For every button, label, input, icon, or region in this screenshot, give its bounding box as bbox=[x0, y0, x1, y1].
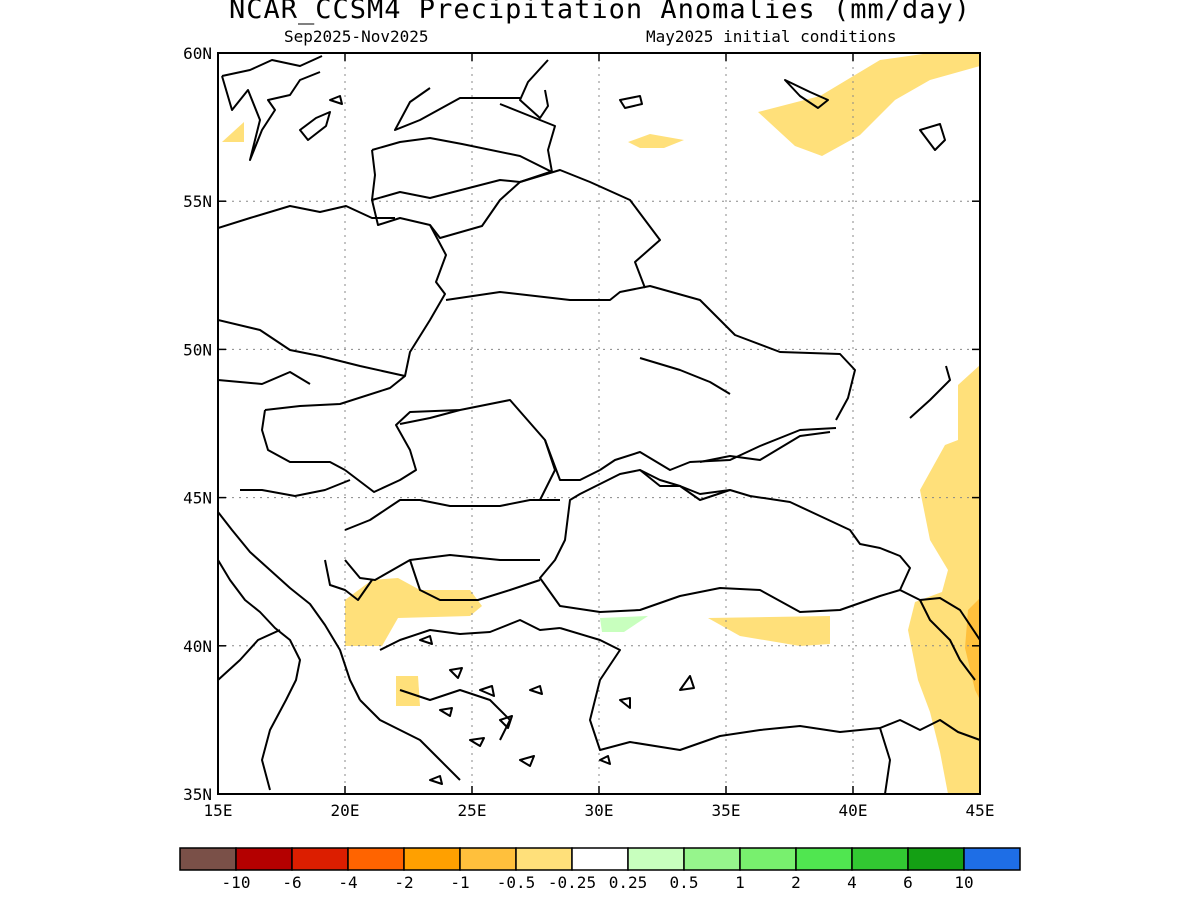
colorbar-swatch bbox=[347, 847, 405, 871]
colorbar-swatch bbox=[907, 847, 965, 871]
lon-tick-label: 15E bbox=[204, 801, 233, 820]
lon-tick-label: 25E bbox=[458, 801, 487, 820]
anomaly-region bbox=[758, 53, 980, 156]
anomaly-region bbox=[600, 616, 648, 632]
lon-tick-label: 40E bbox=[839, 801, 868, 820]
colorbar-swatch bbox=[179, 847, 237, 871]
coastlines-borders bbox=[218, 55, 980, 794]
anomaly-region bbox=[708, 616, 830, 646]
colorbar-label: -10 bbox=[222, 873, 251, 892]
colorbar-label: -0.5 bbox=[497, 873, 536, 892]
lat-tick-label: 55N bbox=[183, 192, 212, 211]
colorbar-swatch bbox=[795, 847, 853, 871]
colorbar-swatch bbox=[571, 847, 629, 871]
colorbar-label: 1 bbox=[735, 873, 745, 892]
anomaly-fills bbox=[222, 53, 980, 794]
anomaly-region bbox=[222, 122, 244, 142]
initial-conditions: May2025 initial conditions bbox=[646, 27, 897, 46]
colorbar: -10 -6 -4 -2 -1 -0.5 -0.25 0.25 0.5 1 2 4 6 10 bbox=[179, 847, 1021, 892]
colorbar-swatch bbox=[235, 847, 293, 871]
colorbar-label: 0.5 bbox=[670, 873, 699, 892]
lon-tick-label: 30E bbox=[585, 801, 614, 820]
lat-tick-label: 50N bbox=[183, 340, 212, 359]
anomaly-region bbox=[908, 365, 980, 794]
lat-tick-label: 35N bbox=[183, 785, 212, 804]
anomaly-region bbox=[345, 578, 482, 646]
anomaly-region bbox=[396, 676, 420, 706]
colorbar-label: 2 bbox=[791, 873, 801, 892]
lon-tick-label: 20E bbox=[331, 801, 360, 820]
colorbar-swatch bbox=[515, 847, 573, 871]
colorbar-label: -2 bbox=[394, 873, 413, 892]
lat-tick-label: 45N bbox=[183, 489, 212, 508]
graticule bbox=[218, 53, 980, 794]
lat-tick-label: 60N bbox=[183, 44, 212, 63]
colorbar-swatch bbox=[459, 847, 517, 871]
colorbar-swatch bbox=[739, 847, 797, 871]
anomaly-region bbox=[628, 134, 684, 148]
forecast-period: Sep2025-Nov2025 bbox=[284, 27, 429, 46]
colorbar-label: 6 bbox=[903, 873, 913, 892]
colorbar-label: -6 bbox=[282, 873, 301, 892]
colorbar-swatch bbox=[627, 847, 685, 871]
lon-tick-label: 35E bbox=[712, 801, 741, 820]
colorbar-swatch bbox=[291, 847, 349, 871]
colorbar-swatch bbox=[851, 847, 909, 871]
colorbar-label: 0.25 bbox=[609, 873, 648, 892]
colorbar-swatch bbox=[963, 847, 1021, 871]
colorbar-label: -4 bbox=[338, 873, 357, 892]
lon-tick-label: 45E bbox=[966, 801, 995, 820]
colorbar-label: 4 bbox=[847, 873, 857, 892]
colorbar-swatch bbox=[403, 847, 461, 871]
colorbar-label: 10 bbox=[954, 873, 973, 892]
chart-title: NCAR_CCSM4 Precipitation Anomalies (mm/d… bbox=[229, 0, 971, 25]
colorbar-label: -0.25 bbox=[548, 873, 596, 892]
colorbar-label: -1 bbox=[450, 873, 469, 892]
colorbar-swatch bbox=[683, 847, 741, 871]
lat-tick-label: 40N bbox=[183, 637, 212, 656]
